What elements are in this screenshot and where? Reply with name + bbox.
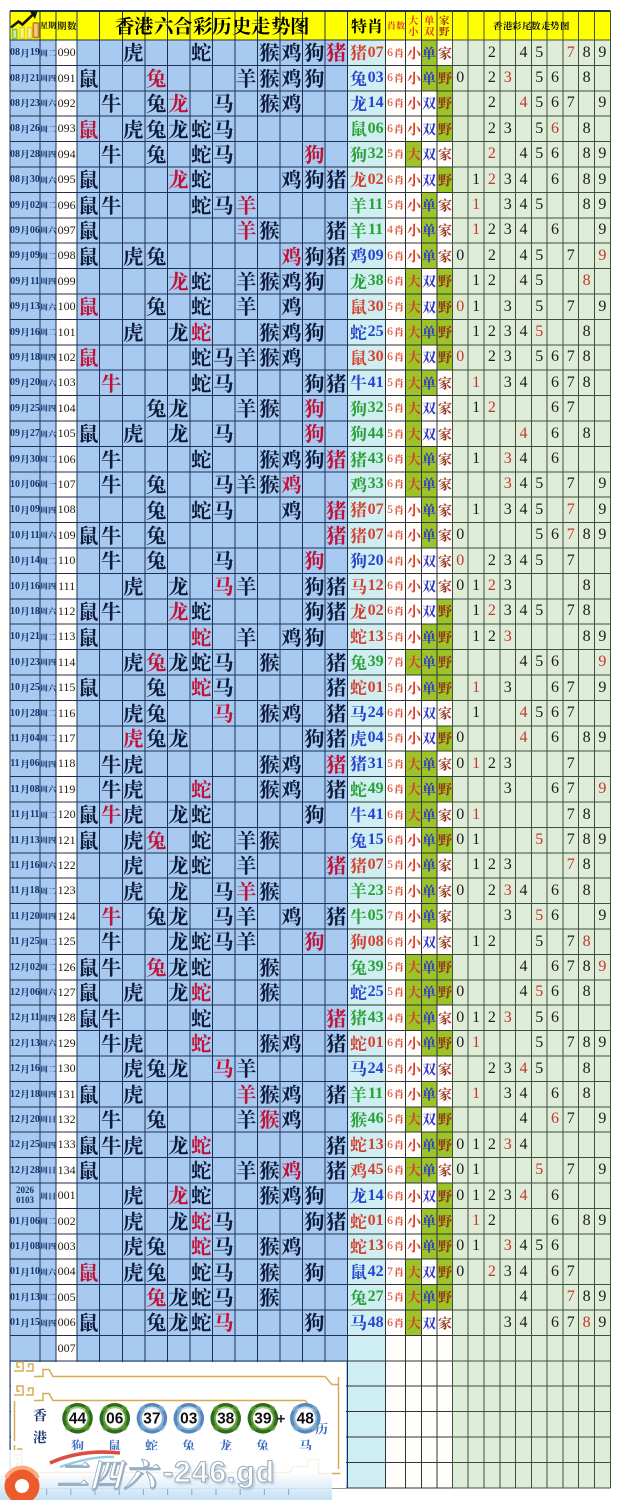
svg-text:44: 44 bbox=[69, 1411, 87, 1428]
svg-text:06: 06 bbox=[106, 1411, 124, 1428]
svg-text:03: 03 bbox=[180, 1411, 198, 1428]
svg-text:+: + bbox=[277, 1411, 286, 1428]
svg-text:48: 48 bbox=[297, 1411, 315, 1428]
svg-text:37: 37 bbox=[143, 1411, 160, 1428]
svg-text:39: 39 bbox=[254, 1411, 272, 1428]
svg-text:38: 38 bbox=[217, 1411, 235, 1428]
